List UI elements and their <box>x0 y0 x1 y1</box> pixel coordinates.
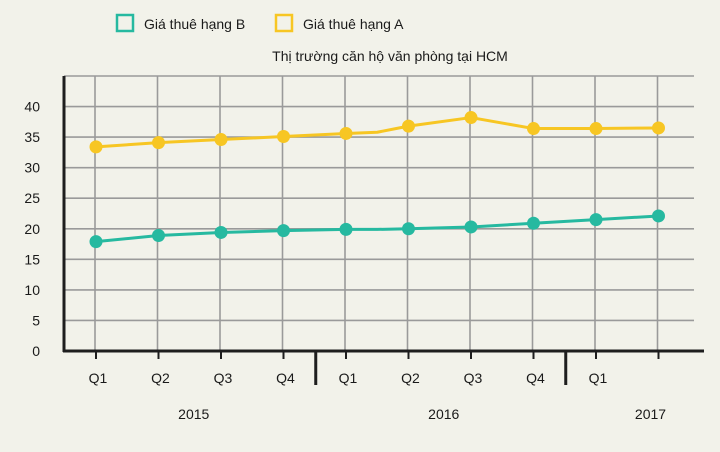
data-point <box>402 222 415 236</box>
year-labels: 2015 2016 2017 <box>178 406 666 422</box>
series-line <box>95 116 659 149</box>
y-tick-label: 0 <box>32 343 40 359</box>
x-tick-label: Q2 <box>151 370 170 386</box>
data-point <box>402 119 415 133</box>
y-axis-ticks: 0 5 10 15 20 25 30 35 40 <box>24 99 40 359</box>
legend: Giá thuê hạng B Giá thuê hạng A <box>115 13 404 33</box>
data-point <box>152 136 165 150</box>
x-tick-label: Q1 <box>339 370 358 386</box>
x-axis-ticks: Q1 Q2 Q3 Q4 Q1 Q2 Q3 Q4 Q1 <box>89 370 608 386</box>
x-tick-label: Q4 <box>276 370 295 386</box>
chart-title: Thị trường căn hộ văn phòng tại HCM <box>272 48 508 64</box>
series <box>89 111 665 249</box>
data-point <box>214 133 228 147</box>
y-tick-label: 10 <box>24 282 40 298</box>
series-a <box>89 111 665 154</box>
data-point <box>527 216 540 230</box>
data-point <box>464 220 478 234</box>
data-point <box>339 126 353 140</box>
legend-item: Giá thuê hạng A <box>274 13 404 33</box>
x-tick-label: Q1 <box>589 370 608 386</box>
legend-label: Giá thuê hạng B <box>144 16 245 32</box>
legend-swatch <box>274 13 294 33</box>
data-point <box>652 209 665 223</box>
x-tick-label: Q1 <box>89 370 108 386</box>
y-tick-label: 5 <box>32 312 40 328</box>
y-tick-label: 40 <box>24 99 40 115</box>
legend-swatch <box>115 13 135 33</box>
legend-item: Giá thuê hạng B <box>115 13 245 33</box>
year-label: 2016 <box>428 406 459 422</box>
y-tick-label: 30 <box>24 160 40 176</box>
data-point <box>89 140 103 154</box>
year-label: 2017 <box>635 406 666 422</box>
series-b <box>89 209 665 249</box>
data-point <box>89 235 103 249</box>
y-tick-label: 20 <box>24 221 40 237</box>
series-line <box>95 214 659 244</box>
x-tick-label: Q2 <box>401 370 420 386</box>
data-point <box>589 122 603 136</box>
axes <box>62 76 704 385</box>
data-point <box>527 122 540 136</box>
year-label: 2015 <box>178 406 209 422</box>
x-tick-label: Q3 <box>214 370 233 386</box>
x-tick-label: Q3 <box>464 370 483 386</box>
data-point <box>214 225 228 239</box>
data-point <box>589 213 603 227</box>
data-point <box>152 229 165 242</box>
y-tick-label: 15 <box>24 251 40 267</box>
y-tick-label: 25 <box>24 190 40 206</box>
data-point <box>277 130 290 143</box>
data-point <box>277 224 290 238</box>
grid <box>64 75 694 351</box>
data-point <box>464 111 478 125</box>
y-tick-label: 35 <box>24 129 40 145</box>
legend-label: Giá thuê hạng A <box>303 16 404 32</box>
data-point <box>652 121 665 135</box>
data-point <box>339 222 353 236</box>
x-tick-label: Q4 <box>526 370 545 386</box>
